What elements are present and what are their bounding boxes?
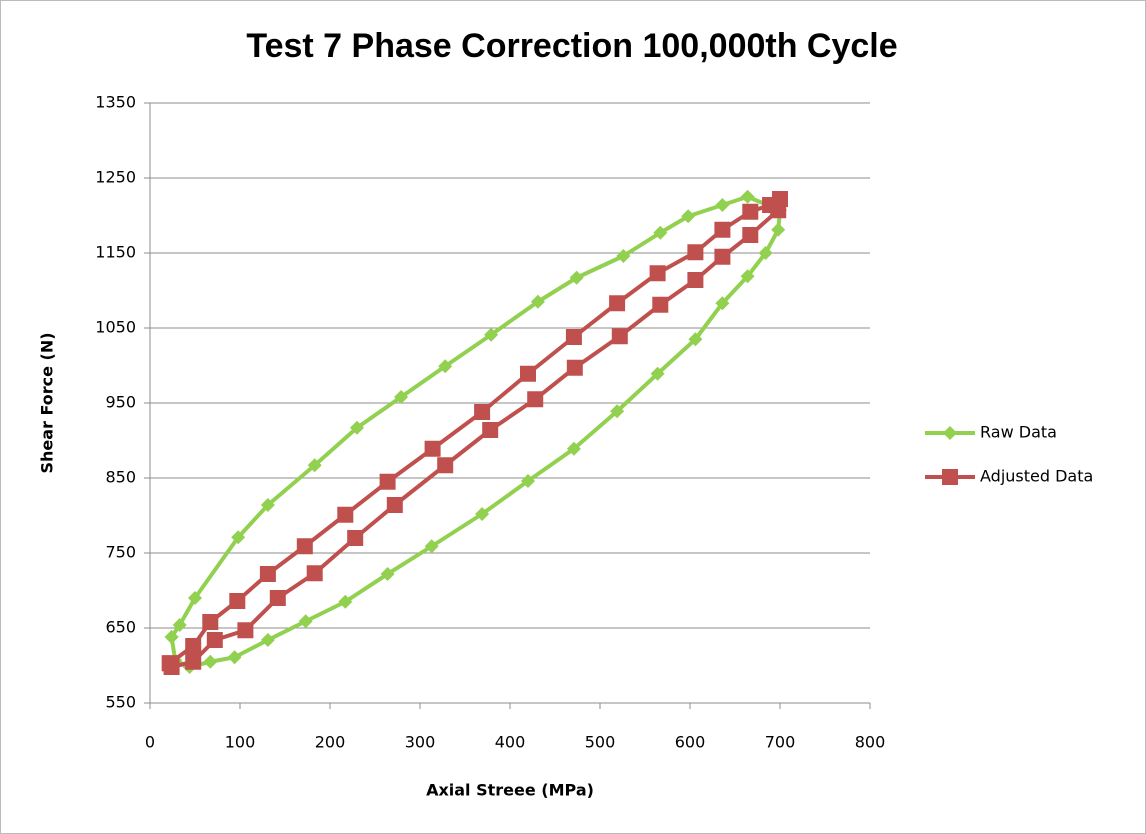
series-line — [169, 194, 782, 669]
data-point — [687, 244, 704, 261]
data-point — [337, 506, 354, 523]
data-point — [484, 327, 499, 342]
data-point — [164, 630, 179, 644]
data-point — [306, 565, 323, 582]
data-point — [649, 265, 666, 282]
x-axis-label: Axial Streee (MPa) — [426, 781, 594, 800]
data-point — [386, 497, 403, 513]
data-point — [521, 474, 535, 488]
data-point — [338, 594, 353, 609]
data-point — [475, 507, 490, 521]
data-point — [714, 248, 731, 265]
data-point — [260, 633, 275, 647]
data-point — [650, 366, 665, 381]
data-point — [260, 498, 275, 512]
data-point — [742, 203, 759, 220]
data-point — [652, 296, 669, 313]
data-point — [298, 614, 313, 629]
data-point — [681, 209, 696, 224]
data-point — [771, 222, 786, 237]
data-point — [714, 221, 731, 238]
y-tick-label: 550 — [105, 693, 136, 712]
data-point — [569, 270, 584, 285]
data-point — [609, 295, 626, 312]
y-tick-label: 1250 — [95, 168, 136, 187]
data-point — [566, 441, 581, 456]
data-point — [758, 246, 773, 260]
data-point — [438, 359, 453, 374]
data-point — [350, 420, 364, 435]
data-point — [715, 296, 730, 311]
y-tick-label: 850 — [105, 468, 136, 487]
data-point — [269, 590, 286, 606]
data-point — [227, 650, 242, 665]
data-point — [770, 202, 787, 219]
data-point — [520, 365, 536, 382]
data-point — [742, 227, 759, 243]
data-point — [237, 622, 254, 639]
y-tick-label: 1150 — [95, 243, 136, 262]
x-tick-label: 700 — [765, 733, 796, 752]
data-point — [185, 653, 202, 670]
data-point — [424, 440, 441, 457]
data-point — [188, 591, 202, 605]
data-point — [185, 638, 202, 654]
x-tick-label: 800 — [855, 733, 886, 752]
data-point — [229, 593, 246, 609]
data-point — [379, 473, 396, 490]
data-point — [307, 458, 322, 473]
data-point — [394, 390, 409, 404]
data-point — [296, 538, 313, 555]
x-tick-label: 100 — [225, 733, 256, 752]
legend-label: Adjusted Data — [980, 467, 1093, 486]
data-point — [206, 632, 223, 648]
legend-marker — [942, 469, 958, 485]
data-point — [474, 404, 491, 420]
data-point — [611, 328, 628, 345]
y-tick-label: 750 — [105, 543, 136, 562]
y-tick-label: 650 — [105, 618, 136, 637]
data-point — [688, 332, 703, 347]
x-tick-label: 200 — [315, 733, 346, 752]
data-point — [740, 269, 755, 284]
chart-title: Test 7 Phase Correction 100,000th Cycle — [246, 27, 897, 65]
data-point — [653, 225, 668, 240]
data-point — [527, 391, 544, 408]
data-point — [610, 404, 625, 419]
data-point — [616, 249, 631, 263]
y-tick-label: 950 — [105, 393, 136, 412]
data-point — [203, 654, 218, 669]
data-point — [482, 422, 499, 438]
y-axis-label: Shear Force (N) — [38, 332, 57, 473]
legend-marker — [943, 426, 957, 440]
data-point — [740, 189, 755, 204]
data-point — [566, 359, 583, 376]
data-point — [231, 530, 246, 545]
data-point — [380, 567, 395, 581]
data-point — [437, 457, 454, 474]
data-point — [202, 614, 219, 630]
data-point — [259, 566, 276, 582]
data-point — [687, 272, 704, 288]
x-tick-label: 600 — [675, 733, 706, 752]
data-point — [565, 329, 582, 345]
data-point — [424, 539, 439, 554]
y-tick-label: 1050 — [95, 318, 136, 337]
data-point — [172, 618, 187, 632]
x-tick-label: 500 — [585, 733, 616, 752]
y-tick-label: 1350 — [95, 93, 136, 112]
legend-label: Raw Data — [980, 423, 1057, 442]
data-point — [161, 655, 178, 672]
data-point — [347, 530, 364, 546]
data-point — [530, 294, 545, 309]
x-tick-label: 300 — [405, 733, 436, 752]
x-tick-label: 400 — [495, 733, 526, 752]
x-tick-label: 0 — [145, 733, 155, 752]
data-point — [715, 198, 730, 212]
